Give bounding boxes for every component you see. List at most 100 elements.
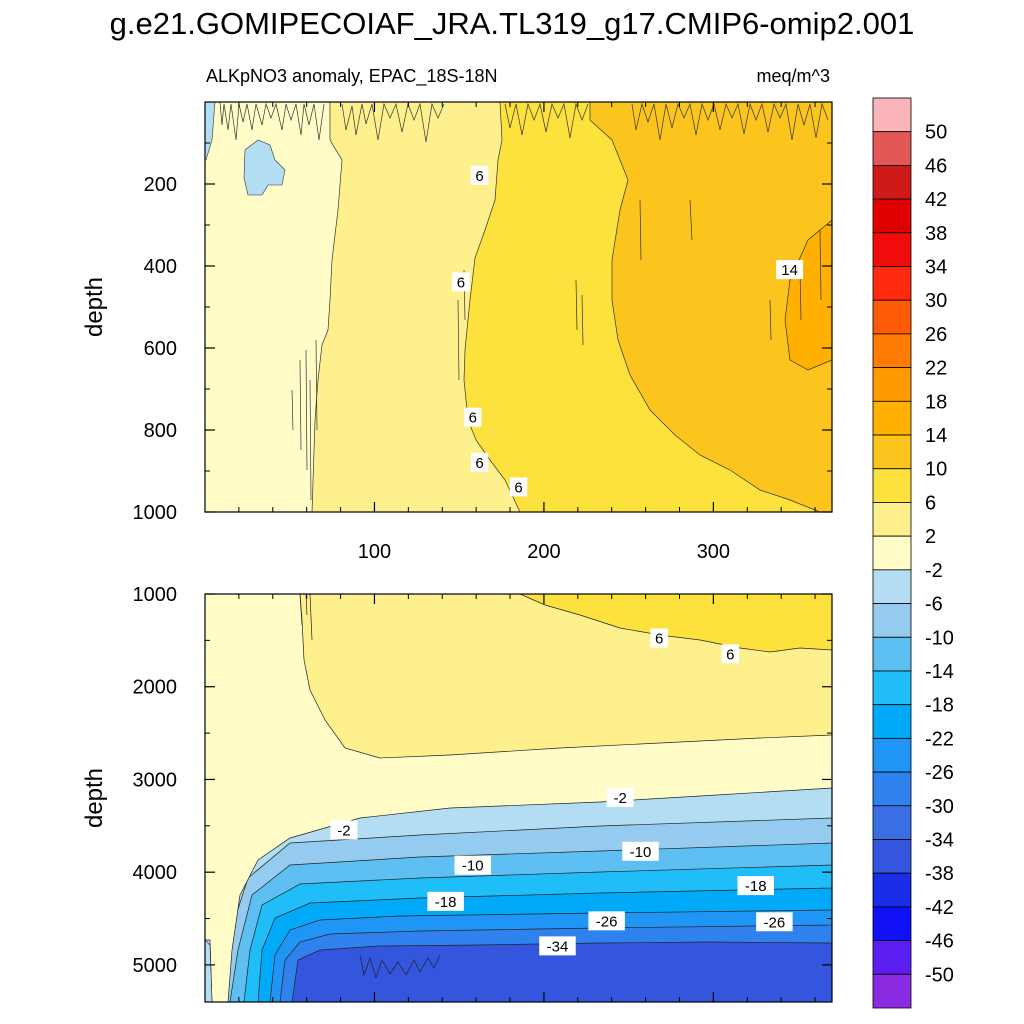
contour-label: -10 (630, 844, 652, 861)
colorbar-label: -14 (925, 661, 954, 683)
colorbar-label: 14 (925, 425, 947, 447)
colorbar-label: -2 (925, 560, 943, 582)
upper-panel-fill (205, 102, 832, 512)
contour-label-bg (606, 788, 634, 807)
contour-label: -2 (337, 822, 350, 839)
chart-title: g.e21.GOMIPECOIAF_JRA.TL319_g17.CMIP6-om… (110, 6, 915, 41)
colorbar-swatch (872, 333, 912, 369)
colorbar-swatch (872, 400, 912, 436)
contour-label: -26 (764, 914, 786, 931)
colorbar-swatch (872, 805, 912, 840)
y-tick-label: 600 (144, 338, 177, 360)
colorbar-swatch (872, 502, 912, 537)
y-tick-label: 3000 (133, 769, 178, 791)
contour-label: 6 (457, 274, 465, 291)
contour-label-bg (737, 876, 774, 896)
contour-label: 6 (475, 455, 483, 472)
colorbar-swatch (872, 737, 912, 773)
y-tick-label: 400 (144, 256, 177, 278)
contour-label: 6 (469, 410, 477, 427)
contour-label: 14 (781, 262, 798, 279)
y-tick-label: 5000 (133, 955, 178, 977)
contour-label: -18 (435, 894, 457, 911)
contour-label-bg (721, 644, 740, 664)
colorbar-label: 42 (925, 189, 947, 211)
colorbar-label: -46 (925, 931, 954, 953)
colorbar-swatch (872, 434, 912, 470)
colorbar-swatch (872, 603, 912, 638)
contour-label-bg (330, 820, 358, 840)
colorbar-swatch (872, 704, 912, 739)
contour-label: -34 (547, 938, 569, 955)
lower-axes: 1000 2000 3000 4000 5000 depth (81, 584, 832, 1002)
colorbar-label: 22 (925, 358, 947, 380)
contour-label-bg (454, 855, 491, 875)
colorbar-label: 30 (925, 290, 947, 312)
colorbar-swatch (872, 367, 912, 402)
contour-label: 6 (726, 646, 734, 663)
colorbar-swatch (872, 940, 912, 975)
y-tick-label: 800 (144, 420, 177, 442)
contour-label: 6 (514, 479, 522, 496)
colorbar-label: -34 (925, 829, 954, 851)
lower-panel-fill (205, 594, 832, 1002)
colorbar-swatch (872, 468, 912, 503)
contour-label-bg (452, 272, 470, 292)
colorbar-label: -50 (925, 964, 954, 986)
contour-label-bg (756, 912, 793, 932)
contour-label: -2 (614, 790, 627, 807)
colorbar-label: 18 (925, 391, 947, 413)
colorbar-label: 50 (925, 122, 947, 144)
colorbar-swatch (872, 872, 912, 908)
y-tick-label: 200 (144, 174, 177, 196)
colorbar-swatch (872, 165, 912, 200)
contour-label-bg (470, 452, 489, 472)
colorbar-swatch (872, 771, 912, 807)
colorbar-swatch (872, 670, 912, 706)
colorbar-label: 26 (925, 324, 947, 346)
contour-label: -18 (745, 878, 767, 895)
contour-label-bg (650, 628, 668, 648)
x-tick-label: 200 (527, 541, 560, 563)
x-tick-label: 300 (697, 541, 730, 563)
colorbar-label: -18 (925, 695, 954, 717)
colorbar-swatch (872, 299, 912, 335)
colorbar-label: -42 (925, 897, 954, 919)
colorbar-swatch (872, 198, 912, 234)
colorbar-label: -10 (925, 627, 954, 649)
lower-contour-labels: 6 6 -2 -2 -10 -10 -18 -18 -26 -26 -34 (330, 628, 793, 956)
colorbar-label: 6 (925, 492, 936, 514)
lower-panel-frame (204, 593, 833, 1003)
contour-label-bg (509, 477, 528, 497)
upper-contour-labels: 6 6 6 6 6 14 (452, 165, 804, 497)
upper-axes: 200 400 600 800 1000 100 200 300 depth (81, 101, 832, 563)
contour-label: 6 (475, 168, 483, 185)
y-tick-label: 1000 (133, 584, 178, 606)
y-tick-label: 1000 (133, 502, 178, 524)
contour-label: -10 (462, 858, 484, 875)
colorbar-swatch (872, 636, 912, 672)
y-tick-label: 2000 (133, 677, 178, 699)
y-axis-label: depth (81, 277, 108, 337)
colorbar-label: 46 (925, 155, 947, 177)
contour-label-bg (470, 165, 489, 185)
y-tick-label: 4000 (133, 862, 178, 884)
contour-label-bg (427, 891, 464, 911)
chart-subtitle-left: ALKpNO3 anomaly, EPAC_18S-18N (206, 66, 497, 87)
chart-subtitle-right: meq/m^3 (757, 66, 830, 86)
colorbar-label: 38 (925, 223, 947, 245)
contour-label-bg (622, 841, 659, 861)
contour-label-bg (776, 260, 804, 280)
colorbar-label: -26 (925, 762, 954, 784)
colorbar-label: -22 (925, 728, 954, 750)
colorbar-label: -38 (925, 863, 954, 885)
colorbar-label: 10 (925, 459, 947, 481)
contour-label: -26 (596, 913, 618, 930)
contour-label-bg (539, 936, 576, 956)
colorbar-label: -6 (925, 594, 943, 616)
colorbar-label: 2 (925, 526, 936, 548)
x-tick-label: 100 (358, 541, 391, 563)
colorbar-label: -30 (925, 796, 954, 818)
colorbar-swatch (872, 906, 912, 941)
